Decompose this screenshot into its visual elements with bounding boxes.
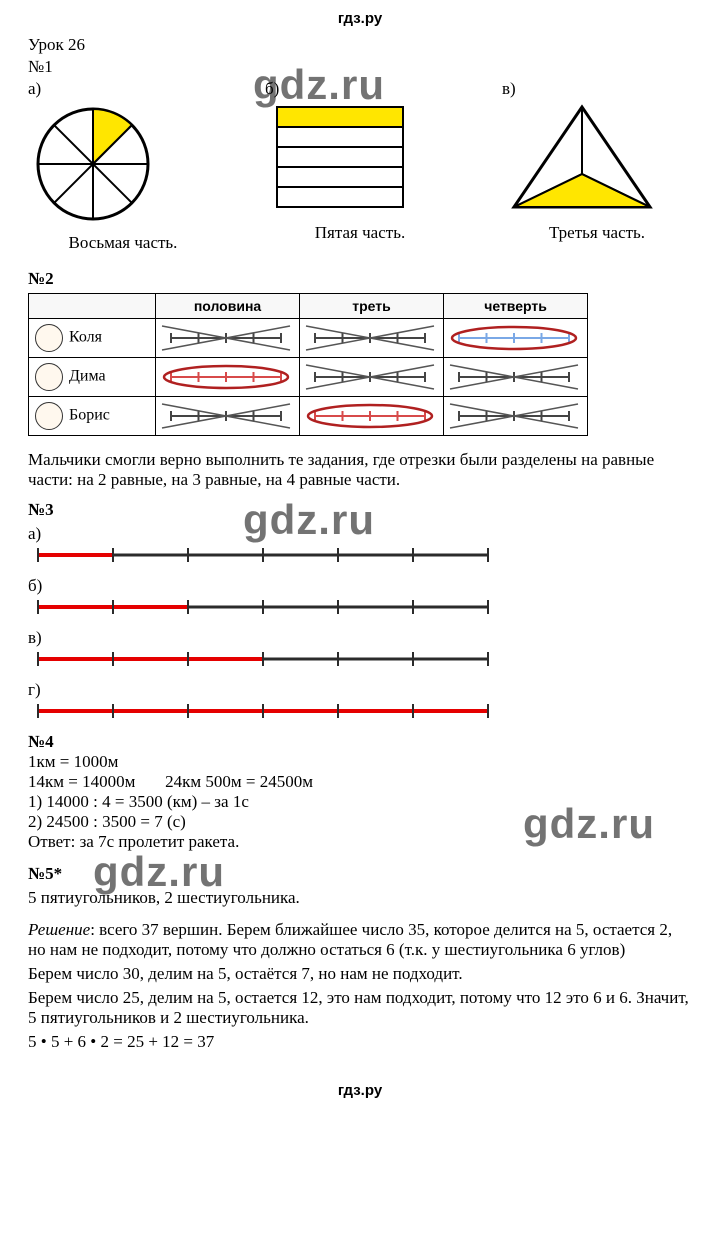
ex1-v-label: в): [502, 79, 692, 99]
face-icon: [35, 363, 63, 391]
name-cell: Борис: [29, 397, 156, 436]
ex2-number: №2: [28, 269, 692, 289]
ex3-number: №3: [28, 500, 692, 520]
table-header: половина: [156, 294, 300, 319]
face-icon: [35, 402, 63, 430]
ex4-body: 1км = 1000м14км = 14000м 24км 500м = 245…: [28, 752, 692, 852]
line-label: г): [28, 680, 692, 700]
table-cell: [300, 397, 444, 436]
ex1-b-label: б): [265, 79, 455, 99]
ex4-line: 2) 24500 : 3500 = 7 (с): [28, 812, 692, 832]
table-cell: [444, 397, 588, 436]
table-header: треть: [300, 294, 444, 319]
table-cell: [444, 358, 588, 397]
table-cell: [156, 319, 300, 358]
line-label: а): [28, 524, 692, 544]
name-cell: Коля: [29, 319, 156, 358]
table-cell: [156, 358, 300, 397]
number-line: а): [28, 524, 692, 566]
ex1-a-label: а): [28, 79, 218, 99]
table-cell: [444, 319, 588, 358]
ex1-number: №1: [28, 57, 692, 77]
number-line: б): [28, 576, 692, 618]
table-header: [29, 294, 156, 319]
ex1-v-caption: Третья часть.: [502, 223, 692, 243]
ex1-a-caption: Восьмая часть.: [28, 233, 218, 253]
site-header: гдз.ру: [28, 10, 692, 27]
ex5-answer: 5 пятиугольников, 2 шестиугольника.: [28, 888, 692, 908]
number-line: в): [28, 628, 692, 670]
footer: гдз.ру: [28, 1082, 692, 1099]
ex1-b-caption: Пятая часть.: [265, 223, 455, 243]
face-icon: [35, 324, 63, 352]
ex1-shapes: а) Восьмая часть. б): [28, 79, 692, 253]
triangle-thirds-icon: [502, 99, 662, 219]
ex4-line: 1) 14000 : 4 = 3500 (км) – за 1с: [28, 792, 692, 812]
ex5-solution-p2: Берем число 30, делим на 5, остаётся 7, …: [28, 964, 692, 984]
ex4-line: 14км = 14000м 24км 500м = 24500м: [28, 772, 692, 792]
ex2-note: Мальчики смогли верно выполнить те задан…: [28, 450, 692, 490]
ex4-line: Ответ: за 7с пролетит ракета.: [28, 832, 692, 852]
ex3-lines: а) б) в) г): [28, 524, 692, 722]
line-label: в): [28, 628, 692, 648]
circle-eighths-icon: [28, 99, 158, 229]
table-cell: [300, 358, 444, 397]
number-line: г): [28, 680, 692, 722]
table-header: четверть: [444, 294, 588, 319]
ex5-solution-p1: Решение: всего 37 вершин. Берем ближайше…: [28, 920, 692, 960]
table-cell: [156, 397, 300, 436]
name-cell: Дима: [29, 358, 156, 397]
ex2-table: половинатретьчетверть Коля Дима Борис: [28, 293, 588, 436]
lesson-title: Урок 26: [28, 35, 692, 55]
ex4-number: №4: [28, 732, 692, 752]
ex5-number: №5*: [28, 864, 692, 884]
line-label: б): [28, 576, 692, 596]
ex5-solution-p3: Берем число 25, делим на 5, остается 12,…: [28, 988, 692, 1028]
ex5-solution-p4: 5 • 5 + 6 • 2 = 25 + 12 = 37: [28, 1032, 692, 1052]
rect-fifths-icon: [265, 99, 415, 219]
table-cell: [300, 319, 444, 358]
ex4-line: 1км = 1000м: [28, 752, 692, 772]
